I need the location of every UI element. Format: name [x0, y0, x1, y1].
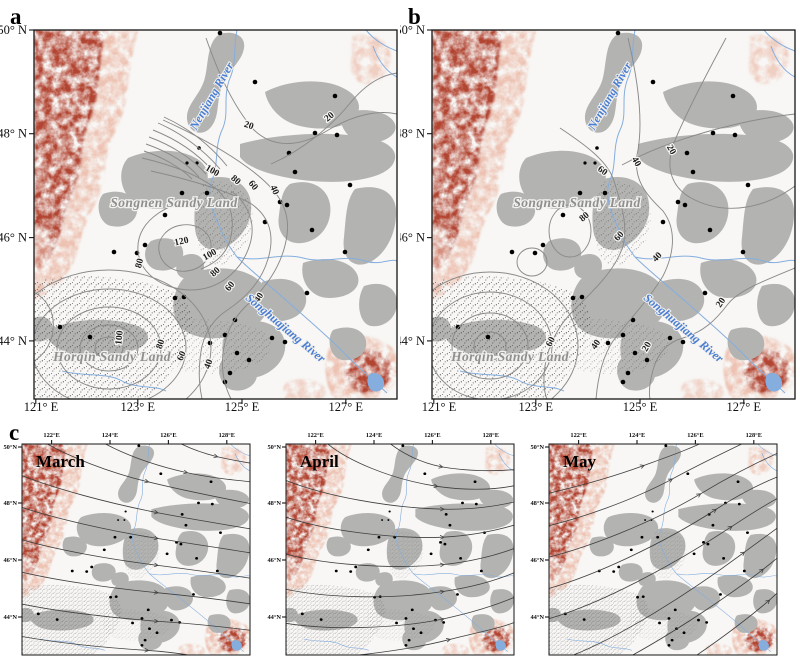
panel-c: c 122°E 124°E 126°E 128°E 50°N 48°N 46°N…: [3, 420, 778, 656]
april-axes: 122°E 124°E 126°E 128°E 50°N 48°N 46°N 4…: [267, 432, 499, 621]
lat-tick-label: 46°N: [530, 557, 544, 564]
lon-tick-label: 123° E: [519, 400, 554, 414]
lon-tick-label: 125° E: [225, 400, 260, 414]
lat-tick-label: 46° N: [0, 231, 27, 245]
map-may: [549, 444, 777, 655]
lat-tick-label: 48° N: [400, 127, 425, 141]
lon-tick-label: 123° E: [121, 400, 156, 414]
lon-tick-label: 128°E: [746, 432, 762, 439]
lon-tick-label: 125° E: [623, 400, 658, 414]
contour-label: 80: [134, 257, 146, 269]
lon-tick-label: 122°E: [43, 432, 59, 439]
songnen-label: Songnen Sandy Land: [513, 195, 640, 210]
streamlines-march: [22, 444, 250, 655]
streamlines-may: [549, 444, 777, 655]
map-april-border: [285, 443, 515, 656]
panel-b-lat-axis: 50° N 48° N 46° N 44° N: [400, 23, 432, 348]
lon-tick-label: 126°E: [160, 432, 176, 439]
map-march-border: [21, 443, 251, 656]
contour-labels-a: 20 20 100 80 60 40 120 100 80 80 60 40 1…: [113, 109, 338, 371]
lat-tick-label: 48°N: [267, 500, 281, 507]
lat-tick-label: 50°N: [267, 444, 281, 451]
lat-tick-label: 44° N: [0, 334, 27, 348]
lat-tick-label: 50°N: [3, 444, 17, 451]
lat-tick-label: 46° N: [400, 231, 425, 245]
map-a-border: [33, 29, 398, 400]
march-label: March: [36, 452, 85, 471]
lon-tick-label: 124°E: [102, 432, 118, 439]
wind-contour-lines-b: [432, 37, 795, 399]
lon-tick-label: 121° E: [422, 400, 457, 414]
map-march: [22, 444, 250, 655]
lon-tick-label: 124°E: [366, 432, 382, 439]
lon-tick-label: 121° E: [24, 400, 59, 414]
lat-tick-label: 44°N: [3, 614, 17, 621]
lat-tick-label: 48° N: [0, 127, 27, 141]
lat-tick-label: 48°N: [3, 500, 17, 507]
lon-tick-label: 128°E: [219, 432, 235, 439]
may-label: May: [563, 452, 597, 471]
panel-a-lon-axis: 121° E 123° E 125° E 127° E: [24, 399, 364, 414]
lon-tick-label: 126°E: [687, 432, 703, 439]
lat-tick-label: 50° N: [0, 23, 27, 37]
horqin-label: Horqin Sandy Land: [52, 349, 171, 364]
panel-a: a 50° N 48° N 46° N 44° N 121° E 123° E …: [0, 4, 398, 414]
wind-contour-lines-a: [34, 37, 397, 399]
lon-tick-label: 124°E: [629, 432, 645, 439]
april-label: April: [300, 452, 339, 471]
horqin-label: Horqin Sandy Land: [450, 349, 569, 364]
lon-tick-label: 126°E: [424, 432, 440, 439]
lat-tick-label: 44°N: [530, 614, 544, 621]
lat-tick-label: 50° N: [400, 23, 425, 37]
lat-tick-label: 46°N: [3, 557, 17, 564]
streamlines-april: [286, 444, 514, 655]
lat-tick-label: 44°N: [267, 614, 281, 621]
lon-tick-label: 128°E: [483, 432, 499, 439]
panel-b: b 50° N 48° N 46° N 44° N 121° E 123° E …: [400, 4, 796, 414]
map-april: [286, 444, 514, 655]
panel-c-april: 122°E 124°E 126°E 128°E 50°N 48°N 46°N 4…: [267, 432, 515, 656]
panel-b-lon-axis: 121° E 123° E 125° E 127° E: [422, 399, 762, 414]
lon-tick-label: 122°E: [307, 432, 323, 439]
map-b: 60 40 20 80 60 40 20 60 40 20 Nenjiang R…: [432, 30, 795, 399]
panel-a-lat-axis: 50° N 48° N 46° N 44° N: [0, 23, 34, 348]
lat-tick-label: 46°N: [267, 557, 281, 564]
lon-tick-label: 127° E: [727, 400, 762, 414]
panel-b-letter: b: [408, 4, 421, 29]
may-axes: 122°E 124°E 126°E 128°E 50°N 48°N 46°N 4…: [530, 432, 762, 621]
contour-label: 120: [174, 236, 190, 249]
panel-c-march: 122°E 124°E 126°E 128°E 50°N 48°N 46°N 4…: [3, 432, 251, 656]
songnen-label: Songnen Sandy Land: [110, 195, 237, 210]
lon-tick-label: 127° E: [329, 400, 364, 414]
map-may-border: [548, 443, 778, 656]
lat-tick-label: 48°N: [530, 500, 544, 507]
lat-tick-label: 44° N: [400, 334, 425, 348]
panel-a-letter: a: [10, 4, 22, 29]
lon-tick-label: 122°E: [570, 432, 586, 439]
map-a: 20 20 100 80 60 40 120 100 80 80 60 40 1…: [34, 30, 397, 399]
panel-c-may: 122°E 124°E 126°E 128°E 50°N 48°N 46°N 4…: [530, 432, 778, 656]
panel-c-letter: c: [9, 420, 19, 445]
contour-label: 100: [114, 330, 125, 345]
lat-tick-label: 50°N: [530, 444, 544, 451]
march-axes: 122°E 124°E 126°E 128°E 50°N 48°N 46°N 4…: [3, 432, 235, 621]
map-b-border: [431, 29, 796, 400]
